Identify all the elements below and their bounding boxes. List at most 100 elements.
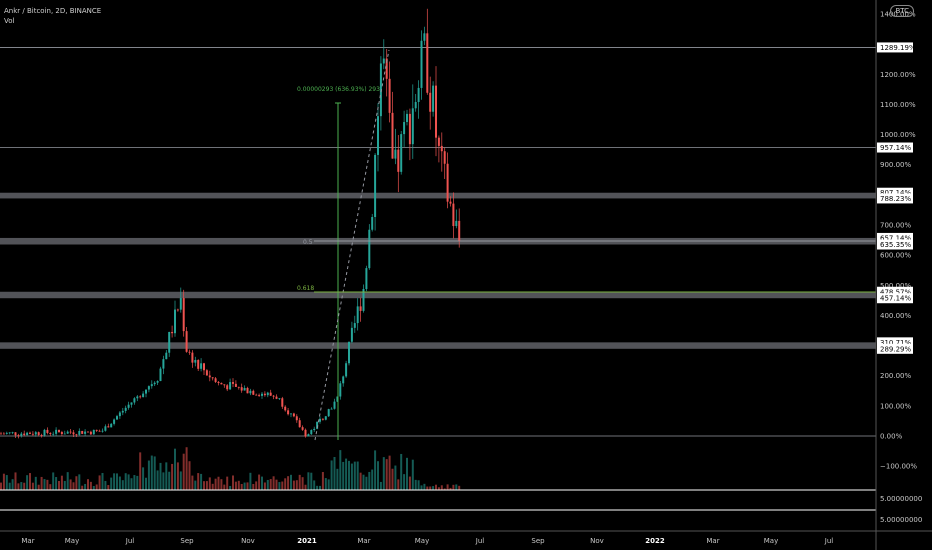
volume-bar [139, 452, 142, 490]
candle-body [78, 430, 81, 435]
time-tick-label: Mar [357, 537, 370, 545]
time-tick-label: Sep [531, 537, 545, 545]
volume-bar [304, 484, 307, 490]
volume-bar [321, 472, 324, 490]
volume-bar [452, 484, 455, 490]
candle-body [66, 431, 69, 434]
candle-body [159, 368, 162, 382]
candle-body [229, 382, 232, 390]
candle-body [443, 151, 446, 164]
time-tick-label: Sep [180, 537, 194, 545]
price-tags: 1289.19% 957.14% 807.14%788.23% 657.14%635.… [877, 42, 916, 354]
price-tag-label: 957.14% [880, 144, 911, 152]
candle-body [281, 398, 284, 407]
candle-body [101, 430, 104, 432]
candle-body [104, 426, 107, 431]
time-axis[interactable]: Mar May Jul Sep Nov 2021 Mar May Jul Sep Nov 2022 Ma… [21, 537, 833, 545]
volume-bar [55, 477, 58, 490]
volume-bar [333, 456, 336, 490]
candle-body [391, 112, 394, 159]
volume-bar [37, 484, 40, 490]
trend-line[interactable] [314, 49, 390, 441]
volume-bars [0, 447, 461, 490]
price-tag-bg [877, 343, 913, 354]
volume-bar [118, 476, 121, 490]
candle-body [411, 108, 414, 145]
candle-body [435, 85, 437, 138]
volume-bar [31, 482, 34, 490]
candle-body [168, 331, 171, 353]
price-tick-label: 700.00% [880, 222, 911, 230]
volume-bar [81, 485, 84, 490]
volume-bar [52, 472, 55, 490]
volume-bar [153, 456, 156, 490]
measure-label: 0.00000293 (636.93%) 293 [297, 86, 380, 93]
volume-bar [20, 482, 23, 490]
price-tag-bg [877, 187, 913, 198]
time-tick-label: Mar [706, 537, 719, 545]
candle-body [321, 418, 324, 420]
volume-bar [316, 485, 319, 490]
price-tag-bg [877, 42, 913, 53]
volume-bar [365, 476, 368, 490]
measure-tool[interactable]: 0.00000293 (636.93%) 293 [297, 86, 380, 440]
volume-bar [217, 476, 220, 490]
volume-bar [356, 461, 359, 490]
volume-bar [87, 479, 89, 490]
candle-body [345, 363, 348, 377]
price-tag-bg [877, 286, 913, 297]
price-tick-label: 900.00% [880, 161, 911, 169]
volume-bar [371, 469, 374, 490]
volume-bar [223, 484, 226, 490]
price-tick-label: 1000.00% [880, 131, 916, 139]
candle-body [458, 220, 461, 242]
price-tag-label: 478.57% [880, 288, 911, 296]
volume-bar [220, 479, 223, 490]
candle-body [185, 331, 188, 352]
volume-bar [420, 485, 423, 490]
candle-body [89, 431, 92, 435]
volume-bar [34, 476, 37, 490]
price-tag-label: 310.71% [880, 339, 911, 347]
volume-bar [339, 450, 342, 490]
volume-bar [208, 477, 211, 490]
volume-bar [287, 476, 290, 490]
candle-body [269, 392, 272, 396]
volume-bar [130, 478, 133, 490]
currency-button[interactable]: BTC [890, 5, 914, 17]
candle-body [266, 392, 269, 396]
zone-band [0, 192, 876, 199]
candle-body [414, 101, 417, 109]
volume-bar [319, 485, 321, 490]
price-tick-label: 100.00% [880, 402, 911, 410]
time-tick-label: May [415, 537, 429, 545]
candle-body [81, 430, 84, 434]
volume-bar [46, 479, 49, 490]
candle-body [116, 416, 118, 420]
candle-body [353, 323, 356, 328]
volume-bar [353, 461, 356, 490]
volume-bar [394, 465, 397, 490]
candle-body [397, 149, 400, 172]
candle-body [203, 363, 205, 371]
volume-bar [243, 482, 246, 490]
volume-bar [330, 460, 333, 490]
candle-body [34, 432, 37, 435]
candle-body [147, 386, 150, 390]
volume-bar [162, 472, 165, 490]
volume-bar [43, 479, 46, 490]
candle-body [171, 331, 174, 334]
volume-bar [417, 480, 420, 490]
candle-body [342, 376, 345, 384]
candle-body [379, 63, 382, 117]
volume-bar [23, 482, 26, 490]
time-tick-label: Jul [475, 537, 485, 545]
candle-body [232, 382, 234, 384]
volume-bar [232, 475, 234, 490]
volume-bar [156, 470, 159, 490]
volume-bar [14, 472, 17, 490]
candle-body [400, 134, 403, 172]
price-tick-label: 1100.00% [880, 101, 916, 109]
volume-bar [249, 472, 252, 490]
